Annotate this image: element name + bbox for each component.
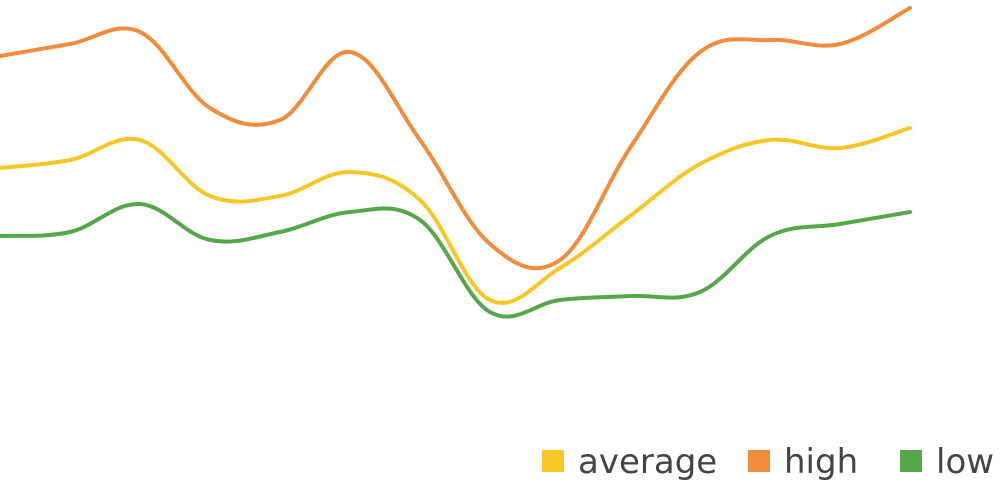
legend-item-low[interactable]: low xyxy=(900,442,994,482)
legend-swatch-average xyxy=(542,450,564,472)
legend-label-average: average xyxy=(578,442,717,482)
legend-item-high[interactable]: high xyxy=(748,442,858,482)
legend-item-average[interactable]: average xyxy=(542,442,717,482)
legend-label-high: high xyxy=(784,442,858,482)
legend-swatch-high xyxy=(748,450,770,472)
series-line-average xyxy=(0,126,912,305)
chart-legend: average high low xyxy=(542,442,994,482)
series-line-high xyxy=(0,6,912,271)
series-line-low xyxy=(0,201,912,319)
legend-swatch-low xyxy=(900,450,922,472)
series-layer xyxy=(0,6,912,319)
legend-label-low: low xyxy=(936,442,994,482)
